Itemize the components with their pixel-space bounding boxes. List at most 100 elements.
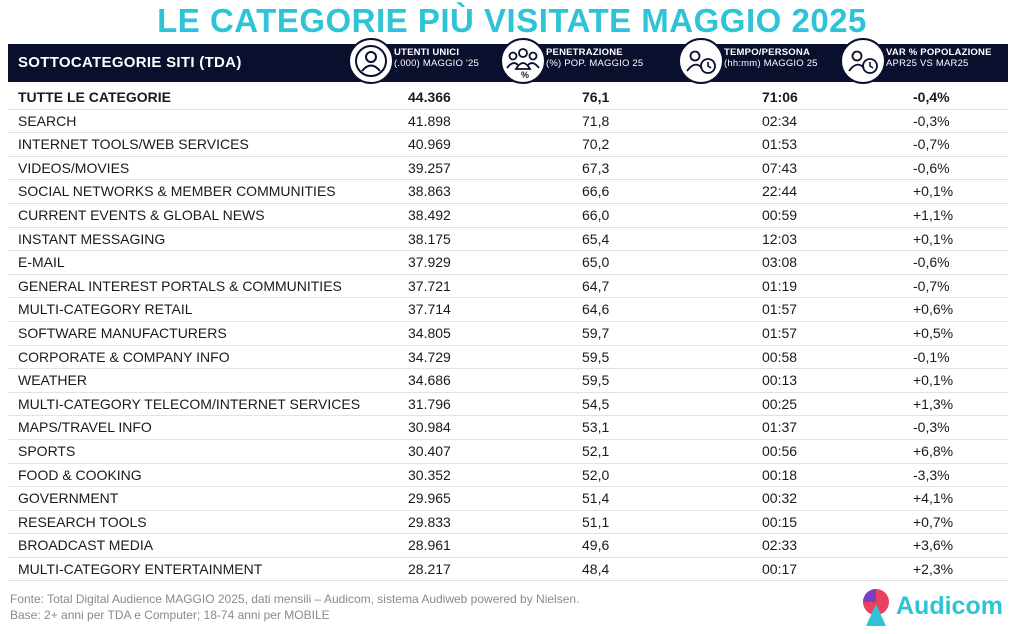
population-variation: -3,3% bbox=[913, 466, 950, 483]
unique-users: 44.366 bbox=[408, 89, 451, 105]
percent-mark: % bbox=[521, 70, 530, 80]
population-variation: +4,1% bbox=[913, 490, 954, 507]
penetration-value: 71,8 bbox=[582, 112, 610, 129]
table-row: BROADCAST MEDIA 28.961 49,6 02:33 +3,6% bbox=[8, 534, 1008, 558]
table-row: CORPORATE & COMPANY INFO 34.729 59,5 00:58 -… bbox=[8, 346, 1008, 370]
population-variation: -0,7% bbox=[913, 136, 950, 153]
penetration-value: 70,2 bbox=[582, 136, 610, 153]
penetration-value: 76,1 bbox=[582, 89, 610, 105]
table-row-total: TUTTE LE CATEGORIE 44.366 76,1 71:06 -0,4% bbox=[8, 86, 1008, 110]
table-row: E-MAIL 37.929 65,0 03:08 -0,6% bbox=[8, 251, 1008, 275]
unique-users: 41.898 bbox=[408, 112, 451, 129]
group-icon: % bbox=[500, 38, 546, 84]
time-per-person: 00:56 bbox=[762, 442, 798, 459]
table-row: VIDEOS/MOVIES 39.257 67,3 07:43 -0,6% bbox=[8, 157, 1008, 181]
person-clock-icon bbox=[678, 38, 724, 84]
penetration-value: 59,5 bbox=[582, 372, 610, 389]
header-variation: VAR % POPOLAZIONE APR25 VS MAR25 bbox=[886, 47, 992, 69]
population-variation: -0,1% bbox=[913, 348, 950, 365]
population-variation: +0,1% bbox=[913, 372, 954, 389]
header-penetration: PENETRAZIONE (%) POP. MAGGIO 25 bbox=[546, 47, 643, 69]
header-penetration-line2: (%) POP. MAGGIO 25 bbox=[546, 58, 644, 69]
footer-notes: Fonte: Total Digital Audience MAGGIO 202… bbox=[10, 591, 579, 623]
penetration-value: 51,1 bbox=[582, 513, 610, 530]
header-users-line2: (.000) MAGGIO '25 bbox=[394, 58, 479, 69]
unique-users: 29.833 bbox=[408, 513, 451, 530]
unique-users: 37.929 bbox=[408, 254, 451, 271]
penetration-value: 66,0 bbox=[582, 206, 610, 223]
category-name: MULTI-CATEGORY RETAIL bbox=[18, 301, 193, 318]
time-per-person: 02:33 bbox=[762, 537, 798, 554]
unique-users: 28.217 bbox=[408, 560, 451, 577]
penetration-value: 52,1 bbox=[582, 442, 610, 459]
population-variation: -0,4% bbox=[913, 89, 950, 105]
penetration-value: 67,3 bbox=[582, 159, 610, 176]
population-variation: +1,3% bbox=[913, 395, 954, 412]
population-variation: +0,1% bbox=[913, 183, 954, 200]
unique-users: 34.805 bbox=[408, 324, 451, 341]
population-variation: -0,6% bbox=[913, 159, 950, 176]
category-name: INTERNET TOOLS/WEB SERVICES bbox=[18, 136, 249, 153]
category-name: MULTI-CATEGORY TELECOM/INTERNET SERVICES bbox=[18, 395, 361, 412]
penetration-value: 64,7 bbox=[582, 277, 610, 294]
category-name: SEARCH bbox=[18, 112, 77, 129]
table-row: GENERAL INTEREST PORTALS & COMMUNITIES 37… bbox=[8, 275, 1008, 299]
population-variation: -0,7% bbox=[913, 277, 950, 294]
unique-users: 31.796 bbox=[408, 395, 451, 412]
brand-logo: Audicom bbox=[858, 586, 1018, 630]
unique-users: 38.175 bbox=[408, 230, 451, 247]
time-per-person: 01:57 bbox=[762, 301, 798, 318]
category-name: MULTI-CATEGORY ENTERTAINMENT bbox=[18, 560, 263, 577]
category-name: MAPS/TRAVEL INFO bbox=[18, 419, 152, 436]
penetration-value: 59,5 bbox=[582, 348, 610, 365]
category-name: SOCIAL NETWORKS & MEMBER COMMUNITIES bbox=[18, 183, 336, 200]
time-per-person: 00:17 bbox=[762, 560, 798, 577]
table-row: SEARCH 41.898 71,8 02:34 -0,3% bbox=[8, 110, 1008, 134]
time-per-person: 00:18 bbox=[762, 466, 798, 483]
header-variation-line1: VAR % POPOLAZIONE bbox=[886, 47, 992, 58]
category-name: TUTTE LE CATEGORIE bbox=[18, 89, 171, 105]
category-name: FOOD & COOKING bbox=[18, 466, 142, 483]
table-row: GOVERNMENT 29.965 51,4 00:32 +4,1% bbox=[8, 487, 1008, 511]
time-per-person: 01:53 bbox=[762, 136, 798, 153]
brand-name: Audicom bbox=[896, 592, 1003, 620]
category-name: BROADCAST MEDIA bbox=[18, 537, 154, 554]
time-per-person: 00:58 bbox=[762, 348, 798, 365]
unique-users: 38.492 bbox=[408, 206, 451, 223]
unique-users: 37.714 bbox=[408, 301, 451, 318]
time-per-person: 03:08 bbox=[762, 254, 798, 271]
time-per-person: 00:15 bbox=[762, 513, 798, 530]
time-per-person: 01:37 bbox=[762, 419, 798, 436]
population-variation: -0,3% bbox=[913, 112, 950, 129]
unique-users: 30.352 bbox=[408, 466, 451, 483]
penetration-value: 48,4 bbox=[582, 560, 610, 577]
population-variation: -0,6% bbox=[913, 254, 950, 271]
footer-base: Base: 2+ anni per TDA e Computer; 18-74 … bbox=[10, 608, 330, 622]
penetration-value: 66,6 bbox=[582, 183, 610, 200]
population-variation: +1,1% bbox=[913, 206, 954, 223]
population-variation: +0,1% bbox=[913, 230, 954, 247]
time-per-person: 00:32 bbox=[762, 490, 798, 507]
header-time-line1: TEMPO/PERSONA bbox=[724, 47, 810, 58]
category-table: TUTTE LE CATEGORIE 44.366 76,1 71:06 -0,4% SE… bbox=[8, 86, 1008, 582]
time-per-person: 12:03 bbox=[762, 230, 798, 247]
unique-users: 37.721 bbox=[408, 277, 451, 294]
penetration-value: 59,7 bbox=[582, 324, 610, 341]
penetration-value: 51,4 bbox=[582, 490, 610, 507]
population-variation: +6,8% bbox=[913, 442, 954, 459]
population-variation: +0,7% bbox=[913, 513, 954, 530]
category-name: RESEARCH TOOLS bbox=[18, 513, 147, 530]
table-row: FOOD & COOKING 30.352 52,0 00:18 -3,3% bbox=[8, 464, 1008, 488]
table-header: SOTTOCATEGORIE SITI (TDA) UTENTI UNICI (… bbox=[8, 38, 1008, 84]
category-name: CORPORATE & COMPANY INFO bbox=[18, 348, 230, 365]
person-clock-icon bbox=[840, 38, 886, 84]
category-name: SOFTWARE MANUFACTURERS bbox=[18, 324, 227, 341]
header-users: UTENTI UNICI (.000) MAGGIO '25 bbox=[394, 47, 479, 69]
penetration-value: 65,0 bbox=[582, 254, 610, 271]
time-per-person: 02:34 bbox=[762, 112, 798, 129]
penetration-value: 49,6 bbox=[582, 537, 610, 554]
population-variation: +0,5% bbox=[913, 324, 954, 341]
table-row: MULTI-CATEGORY TELECOM/INTERNET SERVICES… bbox=[8, 393, 1008, 417]
unique-users: 40.969 bbox=[408, 136, 451, 153]
header-category: SOTTOCATEGORIE SITI (TDA) bbox=[18, 54, 242, 71]
